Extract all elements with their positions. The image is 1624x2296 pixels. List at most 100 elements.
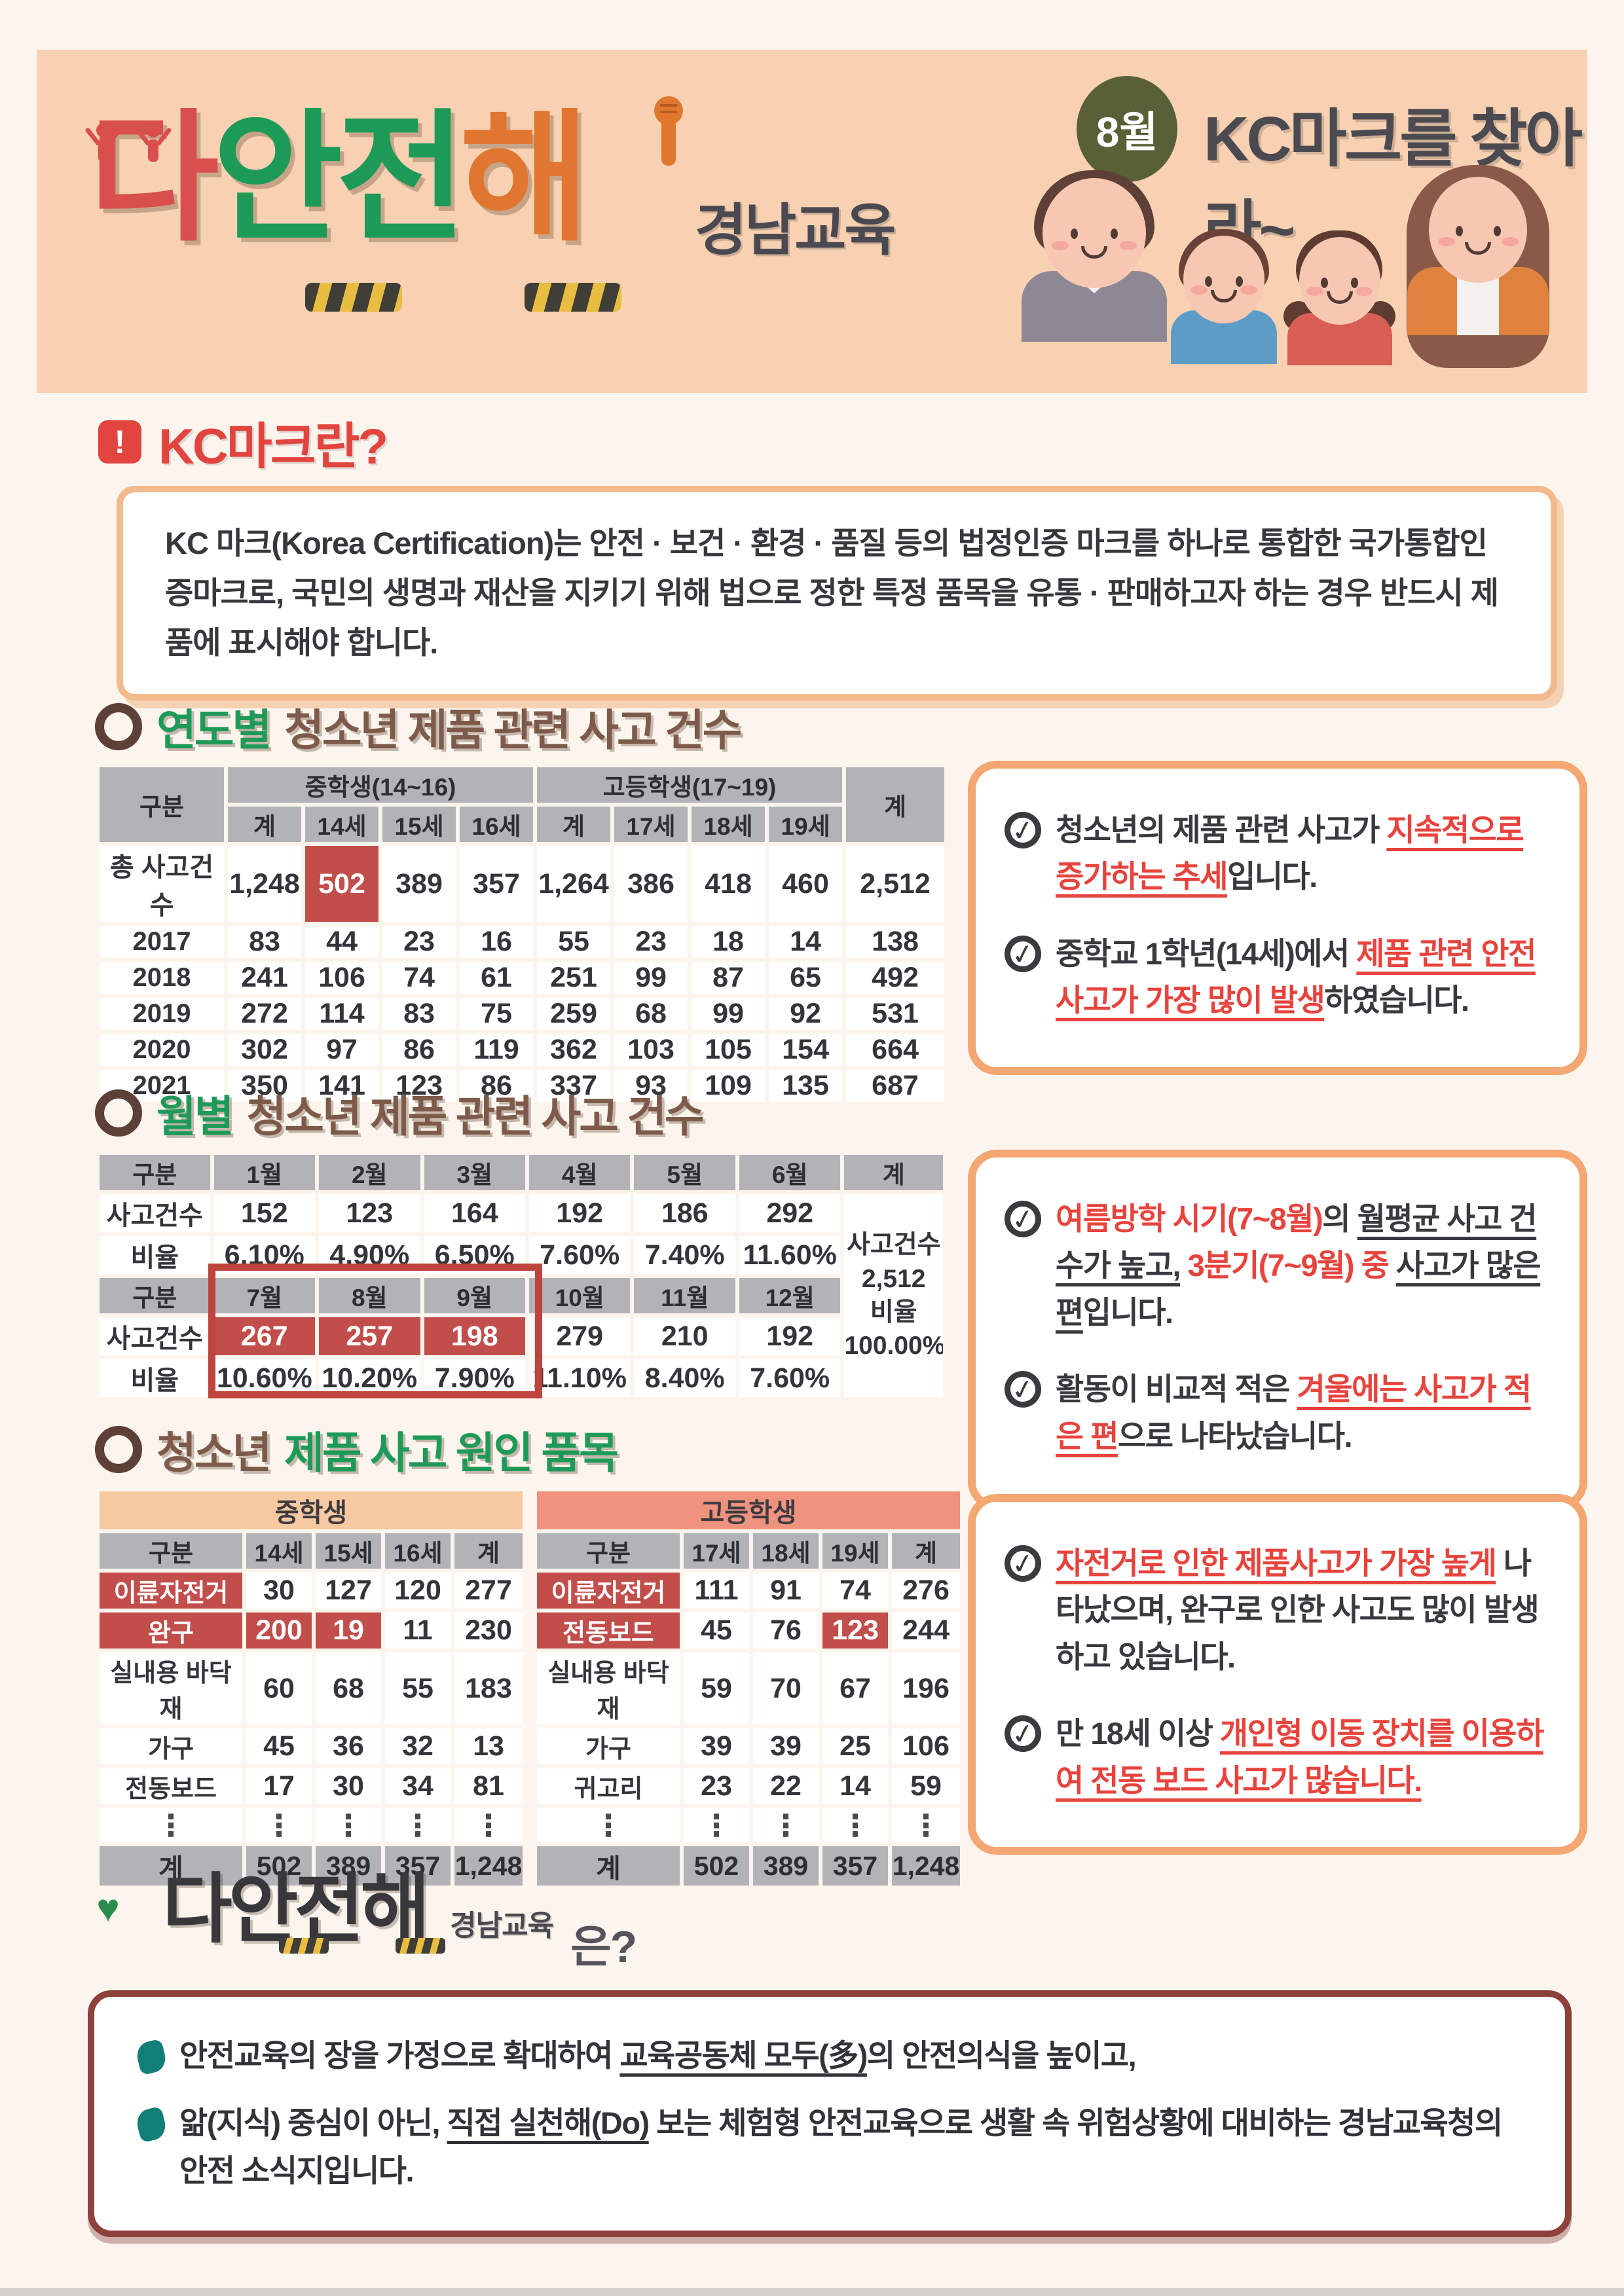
table-row-counts: 사고건수 152 123 164 192 186 292 사고건수 2,512 비율 100.00% <box>100 1194 943 1397</box>
table-cell: 111 <box>684 1573 749 1609</box>
item-label: 가구 <box>537 1728 680 1764</box>
bullet-item: ✓ 여름방학 시기(7~8월)의 월평균 사고 건수가 높고, 3분기(7~9월)… <box>1001 1195 1553 1336</box>
table-cell: 39 <box>684 1728 749 1764</box>
logo-subtitle: 경남교육 <box>450 1910 554 1942</box>
table-cell: 531 <box>846 998 945 1030</box>
total-cell: 502 <box>684 1846 749 1886</box>
road-chevron-icon <box>525 283 621 312</box>
item-label: 이륜자전거 <box>100 1573 242 1609</box>
total-line: 비율 <box>870 1298 917 1326</box>
row-label: 2018 <box>100 962 224 994</box>
table-cell: 196 <box>892 1652 960 1724</box>
table-cell: 67 <box>822 1652 888 1724</box>
table-row: 이륜자전거 111 91 74 276 <box>537 1573 960 1609</box>
table-cell: 141 <box>305 1070 378 1102</box>
table-row-rates: 비율 10.60% 10.20% 7.90% 11.10% 8.40% 7.60% <box>100 1359 943 1397</box>
table-header-row: 구분 7월 8월 9월 10월 11월 12월 <box>100 1278 943 1313</box>
table-cell: 75 <box>460 998 533 1030</box>
section-title-rest: 청소년 제품 관련 사고 건수 <box>284 706 742 754</box>
total-summary-cell: 사고건수 2,512 비율 100.00% <box>844 1194 943 1397</box>
table-row-counts: 사고건수 267 257 198 279 210 192 <box>100 1317 943 1355</box>
table-cell: 8.40% <box>634 1359 735 1397</box>
text-segment: 3분기(7~9월) 중 <box>1187 1248 1390 1283</box>
month-badge: 8월 <box>1077 76 1177 182</box>
check-icon: ✓ <box>1001 1368 1044 1411</box>
table-cell: 272 <box>228 998 301 1030</box>
item-label: 귀고리 <box>537 1768 680 1804</box>
table-row: 가구 45 36 32 13 <box>100 1728 523 1764</box>
table-cell: 114 <box>305 998 378 1030</box>
leaf-icon <box>134 2105 169 2143</box>
table-cell: 6.50% <box>424 1236 525 1274</box>
heart-icon: ♥ <box>96 1886 120 1930</box>
subheader-cell: 19세 <box>769 807 843 842</box>
table-cell: 277 <box>454 1573 523 1609</box>
table-cell: 7.60% <box>528 1236 631 1274</box>
bullet-text: 앎(지식) 중심이 아닌, 직접 실천해(Do) 보는 체험형 안전교육으로 생… <box>179 2100 1522 2195</box>
table-header-row: 구분 1월 2월 3월 4월 5월 6월 계 <box>100 1155 943 1190</box>
item-label: 가구 <box>100 1728 242 1764</box>
bullet-item: 안전교육의 장을 가정으로 확대하여 교육공동체 모두(多)의 안전의식을 높이… <box>134 2032 1522 2080</box>
text-segment: 월평균 사고 건수가 높고, <box>1056 1201 1538 1283</box>
ellipsis-row: ⋮ ⋮ ⋮ ⋮ ⋮ <box>100 1808 523 1842</box>
table-cell: 257 <box>319 1317 420 1355</box>
header-total: 계 <box>846 767 945 842</box>
bullet-text: 활동이 비교적 적은 겨울에는 사고가 적은 편으로 나타났습니다. <box>1056 1366 1553 1459</box>
mother-figure <box>1400 165 1556 393</box>
header-month: 9월 <box>424 1278 525 1313</box>
table-cell: 23 <box>382 926 456 958</box>
ellipsis-cell: ⋮ <box>385 1808 451 1842</box>
bullet-item: ✓ 만 18세 이상 개인형 이동 장치를 이용하여 전동 보드 사고가 많습니다… <box>1001 1710 1553 1804</box>
text-segment: 하였습니다. <box>1324 983 1469 1018</box>
table-cell: 267 <box>213 1317 316 1355</box>
middle-school-table: 중학생 구분 14세 15세 16세 계 이륜자전거 30 127 120 277 완구 200 19 11… <box>96 1487 526 1889</box>
header-month: 5월 <box>634 1155 735 1190</box>
section-title-items: 청소년 제품 사고 원인 품목 <box>95 1418 619 1481</box>
raised-fist-icon <box>646 47 692 189</box>
table-cell: 119 <box>460 1034 533 1066</box>
subheader-cell: 17세 <box>614 807 688 842</box>
table-row: 2019 272 114 83 75 259 68 99 92 531 <box>100 998 945 1030</box>
text-segment: 으로 나타났습니다. <box>1118 1418 1353 1453</box>
header-month: 7월 <box>213 1278 316 1313</box>
table-cell: 292 <box>739 1194 841 1232</box>
subheader-cell: 19세 <box>822 1533 888 1569</box>
bullet-text: 만 18세 이상 개인형 이동 장치를 이용하여 전동 보드 사고가 많습니다. <box>1056 1710 1553 1804</box>
road-chevron-icon <box>279 1938 329 1954</box>
logo-syllable-hae: 해 <box>360 1867 430 1952</box>
table-cell: 86 <box>382 1034 456 1066</box>
section-title-em: 청소년 <box>157 1429 272 1477</box>
section-title-yearly: 연도별 청소년 제품 관련 사고 건수 <box>95 695 742 758</box>
ellipsis-cell: ⋮ <box>454 1808 523 1842</box>
table-cell: 10.20% <box>319 1359 420 1397</box>
item-findings-callout: ✓ 자전거로 인한 제품사고가 가장 높게 나타났으며, 완구로 인한 사고도 많… <box>968 1494 1587 1855</box>
text-segment: 사고가 많은 편 <box>1056 1248 1541 1330</box>
check-icon: ✓ <box>1001 1542 1044 1585</box>
table-cell: 123 <box>319 1194 420 1232</box>
table-cell: 14 <box>822 1768 888 1804</box>
table-cell: 210 <box>634 1317 735 1355</box>
header-month: 11월 <box>634 1278 735 1313</box>
header-month: 1월 <box>213 1155 316 1190</box>
table-cell: 83 <box>382 998 456 1030</box>
table-cell: 76 <box>753 1613 819 1649</box>
table-subheader-row: 계 14세 15세 16세 계 17세 18세 19세 <box>100 807 944 842</box>
table-cell: 13 <box>454 1728 523 1764</box>
table-cell: 357 <box>460 846 533 922</box>
header-month: 3월 <box>424 1155 525 1190</box>
text-segment: 개인형 이동 장치를 이용하여 전동 보드 사고가 많습니다. <box>1056 1716 1544 1798</box>
table-cell: 183 <box>454 1652 523 1724</box>
table-cell: 389 <box>382 846 456 922</box>
table-row: 2017 83 44 23 16 55 23 18 14 138 <box>100 926 945 958</box>
table-cell: 44 <box>305 926 378 958</box>
row-label: 총 사고건수 <box>100 846 224 922</box>
table-row: 총 사고건수 1,248 502 389 357 1,264 386 418 460 2,512 <box>100 846 945 922</box>
table-row: 2021 350 141 123 86 337 93 109 135 687 <box>100 1070 945 1102</box>
text-segment: 보는 체험형 안전교육으로 생활 속 위험상황에 대비하는 경남교육청의 안전 … <box>179 2105 1503 2188</box>
header-month: 6월 <box>739 1155 841 1190</box>
row-label: 사고건수 <box>100 1317 210 1355</box>
table-cell: 135 <box>769 1070 843 1102</box>
text-segment: 중학교 1학년(14세)에서 <box>1056 936 1357 971</box>
subheader-cell: 계 <box>454 1533 523 1569</box>
